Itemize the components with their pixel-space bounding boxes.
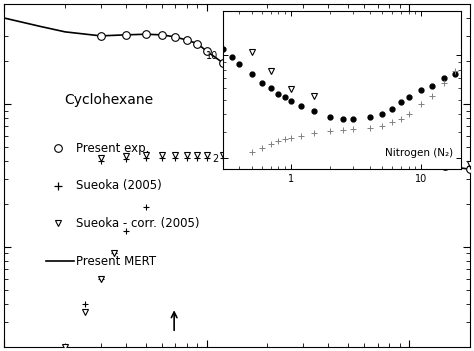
Text: Sueoka (2005): Sueoka (2005)	[76, 179, 162, 192]
Text: Sueoka - corr. (2005): Sueoka - corr. (2005)	[76, 217, 200, 230]
Text: Cyclohexane: Cyclohexane	[65, 93, 154, 107]
Text: Present MERT: Present MERT	[76, 255, 156, 268]
Text: Present exp.: Present exp.	[76, 141, 150, 154]
